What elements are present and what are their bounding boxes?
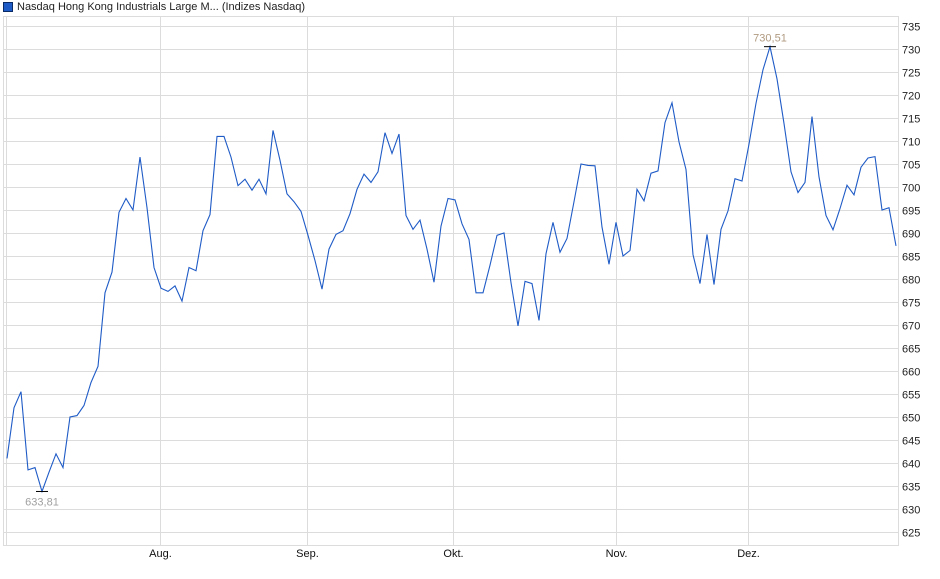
y-tick-label: 640: [902, 459, 920, 471]
y-tick-label: 625: [902, 528, 920, 540]
y-tick-label: 705: [902, 160, 920, 172]
y-tick-label: 630: [902, 505, 920, 517]
annotations: 633,81 730,51: [25, 33, 787, 509]
x-tick-label: Dez.: [737, 548, 760, 560]
y-tick-label: 730: [902, 45, 920, 57]
y-tick-label: 675: [902, 298, 920, 310]
max-label: 730,51: [753, 33, 787, 45]
y-tick-label: 645: [902, 436, 920, 448]
x-tick-label: Sep.: [296, 548, 319, 560]
plot-frame: [3, 16, 899, 546]
series-lines: [6, 44, 897, 494]
x-tick-label: Nov.: [606, 548, 628, 560]
y-tick-label: 680: [902, 275, 920, 287]
y-tick-label: 685: [902, 252, 920, 264]
y-tick-label: 710: [902, 137, 920, 149]
y-tick-label: 650: [902, 413, 920, 425]
plot-border: [3, 16, 899, 546]
y-tick-label: 655: [902, 390, 920, 402]
series-line: [6, 44, 897, 494]
y-axis-ticks: 625 630 635 640 645 650 655 660 665 670 675 680 685 6…: [902, 22, 920, 540]
x-tick-label: Aug.: [149, 548, 172, 560]
y-tick-label: 660: [902, 367, 920, 379]
legend-label: Nasdaq Hong Kong Industrials Large M... …: [17, 1, 305, 13]
y-tick-label: 735: [902, 22, 920, 34]
y-tick-label: 720: [902, 91, 920, 103]
legend: Nasdaq Hong Kong Industrials Large M... …: [3, 0, 305, 14]
x-tick-label: Okt.: [443, 548, 463, 560]
y-tick-label: 665: [902, 344, 920, 356]
y-tick-label: 700: [902, 183, 920, 195]
y-tick-label: 690: [902, 229, 920, 241]
y-tick-label: 725: [902, 68, 920, 80]
min-label: 633,81: [25, 496, 59, 508]
legend-swatch: [3, 2, 13, 12]
grid: [3, 16, 898, 545]
x-axis-ticks: Aug. Sep. Okt. Nov. Dez.: [149, 548, 760, 560]
y-tick-label: 715: [902, 114, 920, 126]
y-tick-label: 695: [902, 206, 920, 218]
y-tick-label: 670: [902, 321, 920, 333]
y-tick-label: 635: [902, 482, 920, 494]
